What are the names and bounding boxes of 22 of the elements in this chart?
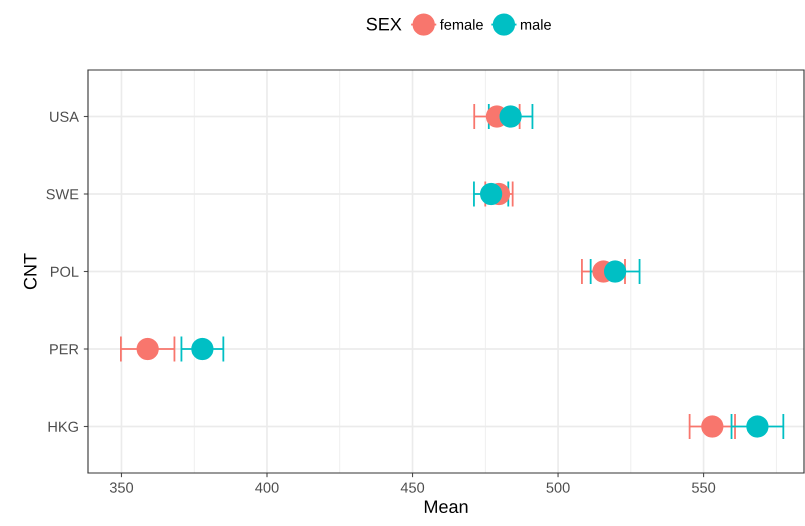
legend-label: female <box>440 19 483 30</box>
point <box>604 260 626 283</box>
y-tick-label: HKG <box>48 422 78 432</box>
x-tick-label: 350 <box>110 482 134 493</box>
y-tick-label: POL <box>50 266 78 277</box>
y-tick-label: PER <box>50 344 78 354</box>
x-axis-title: Mean <box>424 500 468 514</box>
point <box>500 105 522 128</box>
y-tick-label: USA <box>50 112 79 122</box>
point <box>480 182 502 206</box>
x-tick-label: 450 <box>400 482 424 493</box>
x-tick-label: 550 <box>692 482 716 493</box>
legend-title: SEX <box>366 18 402 31</box>
x-tick-label: 400 <box>255 482 279 493</box>
point <box>191 338 214 360</box>
point <box>701 415 724 438</box>
y-axis-title: CNT <box>24 253 37 290</box>
x-tick-label: 500 <box>546 482 570 493</box>
point <box>136 338 159 360</box>
y-tick-label: SWE <box>46 189 78 200</box>
legend-label: male <box>520 19 551 30</box>
point <box>746 415 769 438</box>
